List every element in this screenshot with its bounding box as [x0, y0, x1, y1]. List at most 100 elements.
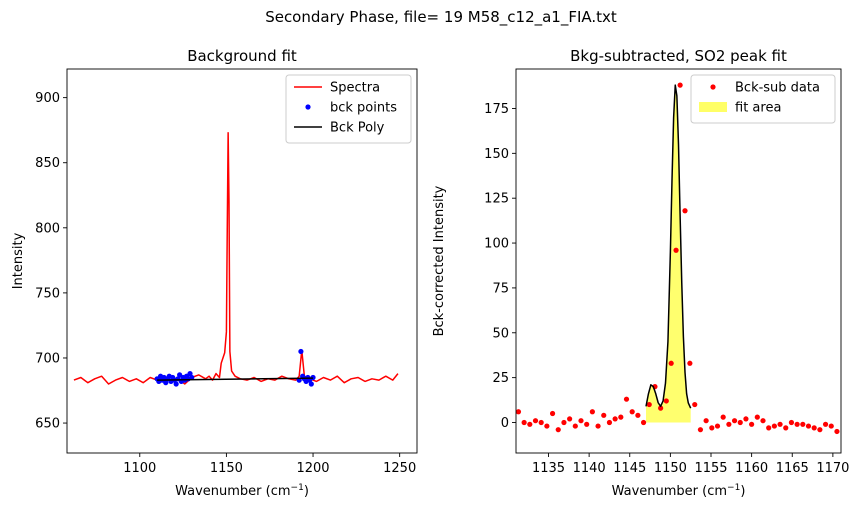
- data-point: [555, 427, 561, 433]
- y-axis-label: Intensity: [11, 232, 26, 289]
- chart-background-fit: 1100 1150 1200 1250 650 700 750 800 850 900 Backgr…: [11, 47, 418, 499]
- data-point: [538, 419, 544, 426]
- data-point: [714, 423, 721, 429]
- y-tick-label: 800: [35, 221, 60, 236]
- data-point: [828, 423, 834, 429]
- legend-label: Spectra: [330, 81, 380, 96]
- data-point: [623, 396, 630, 402]
- x-axis-label: Wavenumber (cm−1): [612, 483, 746, 499]
- data-point: [771, 423, 777, 429]
- data-point: [189, 374, 195, 381]
- data-point: [595, 423, 601, 429]
- y-tick-label: 850: [35, 156, 60, 171]
- data-point: [618, 414, 624, 420]
- data-point: [788, 419, 795, 426]
- y-tick-label: 700: [35, 351, 60, 366]
- x-tick-label: 1165: [776, 461, 809, 476]
- x-tick-label: 1150: [210, 461, 243, 476]
- y-tick-label: 650: [35, 417, 60, 432]
- data-point: [516, 409, 522, 415]
- data-point: [687, 360, 693, 366]
- axes-frame: [66, 68, 418, 454]
- data-point: [805, 423, 812, 429]
- x-tick-label: 1160: [735, 461, 768, 476]
- data-point: [754, 414, 760, 420]
- legend-item: Bck Poly: [294, 121, 385, 136]
- data-point: [646, 401, 652, 408]
- y-tick-label: 150: [484, 147, 509, 162]
- legend: Spectra bck points Bck Poly: [285, 74, 412, 144]
- data-point: [703, 418, 709, 424]
- data-point: [811, 425, 817, 431]
- data-point: [527, 421, 533, 427]
- y-tick-label: 75: [492, 281, 509, 296]
- x-tick-label: 1200: [296, 461, 329, 476]
- series-line-bck-poly: [157, 377, 314, 381]
- legend-label: bck points: [330, 101, 397, 116]
- data-point: [709, 425, 715, 431]
- data-point: [720, 414, 726, 420]
- y-tick-label: 100: [484, 237, 509, 252]
- data-point: [794, 421, 800, 427]
- data-point: [800, 421, 806, 427]
- x-axis-label: Wavenumber (cm−1): [175, 483, 309, 499]
- data-point: [822, 421, 829, 427]
- data-point: [629, 409, 635, 415]
- chart-title: Background fit: [187, 47, 297, 65]
- legend: Bck-sub data fit area: [690, 74, 836, 124]
- data-point: [658, 405, 664, 411]
- data-point: [298, 348, 304, 355]
- y-tick-label: 50: [492, 326, 509, 341]
- y-tick-label: 900: [35, 91, 60, 106]
- data-point: [187, 370, 193, 377]
- data-point: [760, 418, 766, 424]
- data-point: [766, 425, 772, 431]
- x-tick-label: 1250: [383, 461, 416, 476]
- data-point: [532, 418, 539, 424]
- y-tick-label: 25: [492, 371, 509, 386]
- legend-label: Bck-sub data: [735, 81, 820, 96]
- legend-item: Bck-sub data: [710, 81, 820, 96]
- data-point: [635, 412, 641, 418]
- data-point: [589, 409, 595, 415]
- data-point: [173, 381, 179, 387]
- y-tick-label: 0: [501, 416, 509, 431]
- y-tick-label: 750: [35, 286, 60, 301]
- data-point: [743, 416, 749, 422]
- legend-label: fit area: [735, 101, 781, 116]
- y-tick-label: 175: [484, 102, 509, 117]
- data-point: [737, 419, 743, 426]
- data-point: [521, 419, 527, 426]
- data-point: [561, 419, 567, 426]
- data-point: [308, 381, 314, 387]
- legend-item: bck points: [305, 101, 397, 116]
- data-point: [578, 418, 584, 424]
- data-point: [677, 82, 683, 88]
- chart-title: Bkg-subtracted, SO2 peak fit: [570, 47, 787, 65]
- figure-suptitle: Secondary Phase, file= 19 M58_c12_a1_FIA…: [265, 8, 617, 27]
- data-point: [692, 401, 698, 408]
- data-point: [601, 412, 607, 418]
- data-point: [731, 418, 738, 424]
- data-point: [606, 419, 613, 426]
- data-point: [612, 416, 618, 422]
- data-point: [697, 427, 704, 433]
- series-fit-area: [646, 85, 691, 423]
- data-point: [567, 416, 573, 422]
- x-tick-label: 1155: [694, 461, 727, 476]
- series-line-spectra: [73, 132, 399, 385]
- x-tick-label: 1140: [573, 461, 606, 476]
- data-point: [749, 421, 755, 427]
- data-point: [544, 423, 550, 429]
- x-tick-label: 1100: [123, 461, 156, 476]
- data-point: [549, 410, 556, 417]
- x-tick-label: 1145: [613, 461, 646, 476]
- data-point: [572, 423, 578, 429]
- x-tick-label: 1150: [654, 461, 687, 476]
- axes-frame: [515, 68, 842, 454]
- data-point: [817, 427, 823, 433]
- data-point: [777, 421, 783, 427]
- data-point: [640, 419, 647, 426]
- data-point: [163, 380, 169, 386]
